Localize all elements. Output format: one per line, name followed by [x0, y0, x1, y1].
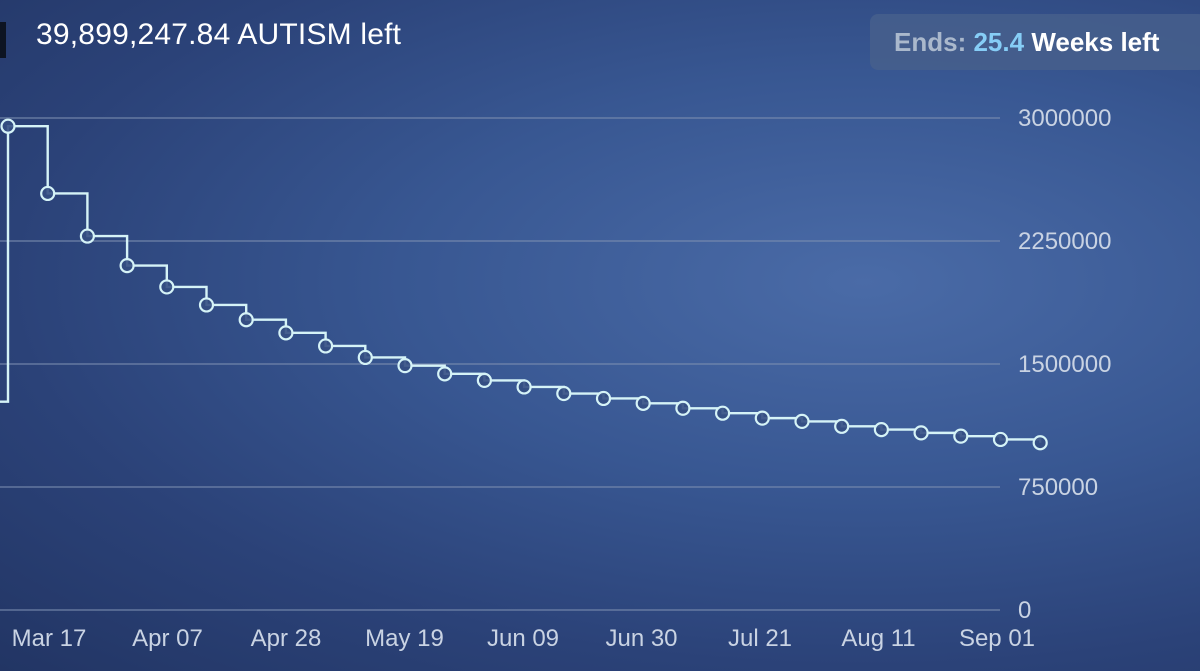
- data-point: [397, 358, 413, 374]
- data-point: [992, 431, 1009, 448]
- data-point: [238, 312, 254, 328]
- x-tick-label: Aug 11: [841, 625, 915, 652]
- series-line: [0, 125, 1042, 443]
- y-tick-label: 1500000: [1018, 351, 1111, 378]
- ends-suffix: Weeks left: [1031, 27, 1160, 57]
- data-point: [794, 413, 810, 429]
- y-tick-label: 3000000: [1018, 105, 1111, 132]
- data-point: [754, 410, 770, 426]
- x-tick-label: Sep 01: [959, 625, 1035, 652]
- data-point: [79, 228, 96, 244]
- y-tick-label: 750000: [1018, 474, 1098, 501]
- data-point: [834, 418, 850, 434]
- left-edge-bar: [0, 22, 6, 58]
- x-tick-label: Jul 21: [728, 625, 792, 652]
- data-point: [913, 425, 929, 441]
- data-point: [437, 366, 453, 382]
- ends-badge: Ends: 25.4 Weeks left: [870, 14, 1200, 70]
- data-point: [318, 338, 334, 354]
- data-point: [278, 325, 294, 341]
- data-point: [556, 385, 572, 402]
- x-tick-label: Mar 17: [12, 625, 87, 652]
- data-point: [0, 118, 16, 134]
- data-point: [40, 185, 56, 202]
- data-point: [476, 372, 492, 388]
- x-tick-label: Jun 30: [605, 625, 677, 652]
- x-tick-label: Jun 09: [487, 625, 559, 652]
- data-point: [159, 279, 175, 295]
- ends-label: Ends:: [894, 27, 967, 57]
- x-tick-label: May 19: [365, 625, 444, 652]
- y-tick-label: 0: [1018, 597, 1031, 624]
- data-point: [714, 405, 731, 421]
- ends-value: 25.4: [973, 27, 1025, 57]
- remaining-amount: 39,899,247.84 AUTISM left: [36, 18, 402, 51]
- data-point: [953, 428, 969, 444]
- data-point: [119, 258, 135, 274]
- y-tick-label: 2250000: [1018, 228, 1111, 255]
- data-point: [635, 395, 651, 411]
- data-point: [516, 379, 532, 395]
- x-tick-label: Apr 07: [132, 625, 203, 652]
- data-point: [357, 349, 373, 366]
- data-point: [1032, 435, 1048, 451]
- data-point: [595, 390, 612, 407]
- x-tick-label: Apr 28: [251, 625, 322, 652]
- data-point: [873, 422, 890, 438]
- data-point: [675, 400, 691, 416]
- data-point: [198, 297, 215, 313]
